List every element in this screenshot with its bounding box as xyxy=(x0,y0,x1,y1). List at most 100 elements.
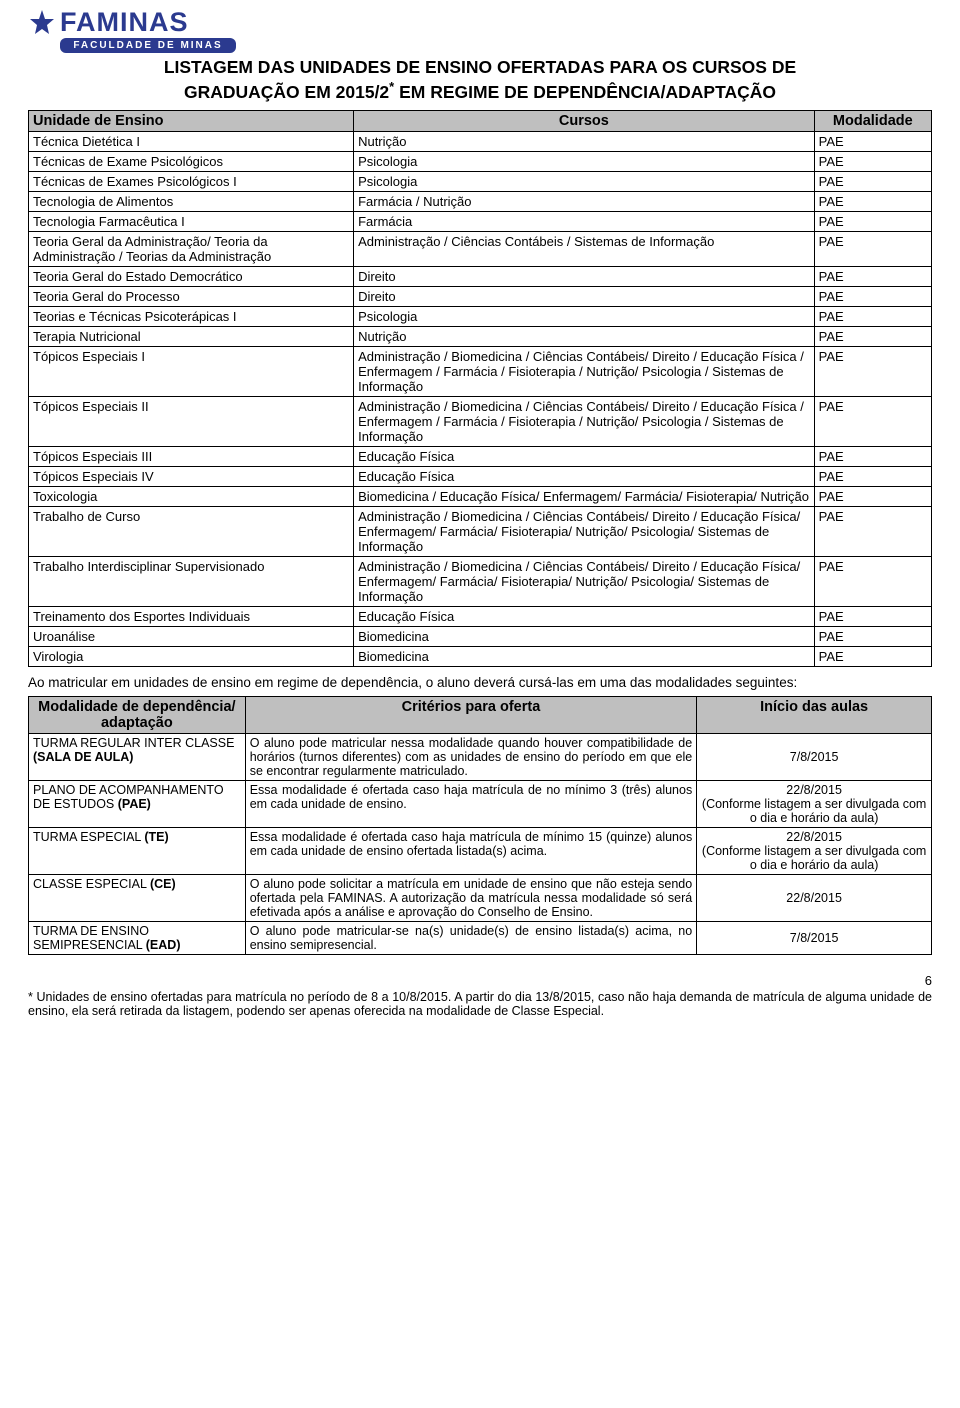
logo-top: FAMINAS xyxy=(28,8,238,36)
modality-cell: PAE xyxy=(814,306,931,326)
start-date-cell: 22/8/2015 xyxy=(697,874,932,921)
criteria-cell: Essa modalidade é ofertada caso haja mat… xyxy=(245,827,697,874)
modality-name-cell: PLANO DE ACOMPANHAMENTO DE ESTUDOS (PAE) xyxy=(29,780,246,827)
modality-cell: PAE xyxy=(814,506,931,556)
page-number: 6 xyxy=(28,973,932,988)
table-row: Técnicas de Exames Psicológicos IPsicolo… xyxy=(29,171,932,191)
modality-cell: PAE xyxy=(814,396,931,446)
modalities-table: Modalidade de dependência/ adaptação Cri… xyxy=(28,696,932,955)
table-row: CLASSE ESPECIAL (CE)O aluno pode solicit… xyxy=(29,874,932,921)
courses-cell: Administração / Biomedicina / Ciências C… xyxy=(354,506,815,556)
modality-cell: PAE xyxy=(814,191,931,211)
courses-cell: Nutrição xyxy=(354,131,815,151)
start-date-cell: 7/8/2015 xyxy=(697,921,932,954)
modalities-header-modalidade: Modalidade de dependência/ adaptação xyxy=(29,696,246,733)
table-row: Tópicos Especiais IIAdministração / Biom… xyxy=(29,396,932,446)
table-row: UroanáliseBiomedicinaPAE xyxy=(29,626,932,646)
table-row: Tópicos Especiais IAdministração / Biome… xyxy=(29,346,932,396)
unit-cell: Toxicologia xyxy=(29,486,354,506)
criteria-cell: O aluno pode matricular nessa modalidade… xyxy=(245,733,697,780)
logo: FAMINAS FACULDADE DE MINAS xyxy=(28,8,238,53)
modality-cell: PAE xyxy=(814,346,931,396)
courses-cell: Psicologia xyxy=(354,171,815,191)
units-table: Unidade de Ensino Cursos Modalidade Técn… xyxy=(28,110,932,667)
modality-name-cell: TURMA REGULAR INTER CLASSE (SALA DE AULA… xyxy=(29,733,246,780)
unit-cell: Tópicos Especiais IV xyxy=(29,466,354,486)
unit-cell: Tópicos Especiais II xyxy=(29,396,354,446)
title-line-2b: EM REGIME DE DEPENDÊNCIA/ADAPTAÇÃO xyxy=(394,82,776,102)
table-row: Terapia NutricionalNutriçãoPAE xyxy=(29,326,932,346)
modality-cell: PAE xyxy=(814,326,931,346)
table-row: Treinamento dos Esportes IndividuaisEduc… xyxy=(29,606,932,626)
table-row: Teoria Geral do ProcessoDireitoPAE xyxy=(29,286,932,306)
modality-cell: PAE xyxy=(814,286,931,306)
unit-cell: Treinamento dos Esportes Individuais xyxy=(29,606,354,626)
courses-cell: Psicologia xyxy=(354,306,815,326)
units-header-cursos: Cursos xyxy=(354,110,815,131)
table-row: Tópicos Especiais IVEducação FísicaPAE xyxy=(29,466,932,486)
courses-cell: Administração / Biomedicina / Ciências C… xyxy=(354,346,815,396)
modality-cell: PAE xyxy=(814,646,931,666)
units-header-unidade: Unidade de Ensino xyxy=(29,110,354,131)
units-header-modalidade: Modalidade xyxy=(814,110,931,131)
table-row: Técnicas de Exame PsicológicosPsicologia… xyxy=(29,151,932,171)
unit-cell: Teoria Geral do Processo xyxy=(29,286,354,306)
unit-cell: Teoria Geral da Administração/ Teoria da… xyxy=(29,231,354,266)
unit-cell: Uroanálise xyxy=(29,626,354,646)
modality-cell: PAE xyxy=(814,266,931,286)
modality-name-cell: TURMA ESPECIAL (TE) xyxy=(29,827,246,874)
table-row: PLANO DE ACOMPANHAMENTO DE ESTUDOS (PAE)… xyxy=(29,780,932,827)
title-line-2a: GRADUAÇÃO EM 2015/2 xyxy=(184,82,389,102)
courses-cell: Administração / Biomedicina / Ciências C… xyxy=(354,396,815,446)
criteria-cell: Essa modalidade é ofertada caso haja mat… xyxy=(245,780,697,827)
modality-cell: PAE xyxy=(814,606,931,626)
courses-cell: Educação Física xyxy=(354,466,815,486)
table-row: Tópicos Especiais IIIEducação FísicaPAE xyxy=(29,446,932,466)
table-row: Tecnologia Farmacêutica IFarmáciaPAE xyxy=(29,211,932,231)
modality-name-cell: CLASSE ESPECIAL (CE) xyxy=(29,874,246,921)
title-line-1: LISTAGEM DAS UNIDADES DE ENSINO OFERTADA… xyxy=(164,57,796,77)
footnote: * Unidades de ensino ofertadas para matr… xyxy=(28,990,932,1018)
start-date-cell: 22/8/2015(Conforme listagem a ser divulg… xyxy=(697,827,932,874)
modality-cell: PAE xyxy=(814,231,931,266)
logo-name: FAMINAS xyxy=(60,9,189,36)
table-row: Teoria Geral da Administração/ Teoria da… xyxy=(29,231,932,266)
unit-cell: Trabalho Interdisciplinar Supervisionado xyxy=(29,556,354,606)
logo-mark-icon xyxy=(28,8,56,36)
unit-cell: Tecnologia Farmacêutica I xyxy=(29,211,354,231)
modalities-header-criterios: Critérios para oferta xyxy=(245,696,697,733)
courses-cell: Direito xyxy=(354,286,815,306)
courses-cell: Educação Física xyxy=(354,606,815,626)
unit-cell: Teoria Geral do Estado Democrático xyxy=(29,266,354,286)
courses-cell: Psicologia xyxy=(354,151,815,171)
modality-cell: PAE xyxy=(814,556,931,606)
courses-cell: Administração / Ciências Contábeis / Sis… xyxy=(354,231,815,266)
unit-cell: Técnicas de Exame Psicológicos xyxy=(29,151,354,171)
criteria-cell: O aluno pode solicitar a matrícula em un… xyxy=(245,874,697,921)
modality-cell: PAE xyxy=(814,211,931,231)
unit-cell: Teorias e Técnicas Psicoterápicas I xyxy=(29,306,354,326)
unit-cell: Terapia Nutricional xyxy=(29,326,354,346)
unit-cell: Tópicos Especiais I xyxy=(29,346,354,396)
modality-cell: PAE xyxy=(814,486,931,506)
modality-cell: PAE xyxy=(814,131,931,151)
table-row: TURMA REGULAR INTER CLASSE (SALA DE AULA… xyxy=(29,733,932,780)
modality-cell: PAE xyxy=(814,466,931,486)
unit-cell: Técnicas de Exames Psicológicos I xyxy=(29,171,354,191)
table-row: ToxicologiaBiomedicina / Educação Física… xyxy=(29,486,932,506)
table-row: Trabalho Interdisciplinar Supervisionado… xyxy=(29,556,932,606)
courses-cell: Administração / Biomedicina / Ciências C… xyxy=(354,556,815,606)
courses-cell: Direito xyxy=(354,266,815,286)
start-date-cell: 7/8/2015 xyxy=(697,733,932,780)
table-row: Trabalho de CursoAdministração / Biomedi… xyxy=(29,506,932,556)
table-row: TURMA ESPECIAL (TE)Essa modalidade é ofe… xyxy=(29,827,932,874)
modalities-header-inicio: Início das aulas xyxy=(697,696,932,733)
table-row: Tecnologia de AlimentosFarmácia / Nutriç… xyxy=(29,191,932,211)
modality-cell: PAE xyxy=(814,446,931,466)
unit-cell: Tópicos Especiais III xyxy=(29,446,354,466)
courses-cell: Farmácia / Nutrição xyxy=(354,191,815,211)
intro-paragraph: Ao matricular em unidades de ensino em r… xyxy=(28,675,932,690)
page-title: LISTAGEM DAS UNIDADES DE ENSINO OFERTADA… xyxy=(28,57,932,104)
criteria-cell: O aluno pode matricular-se na(s) unidade… xyxy=(245,921,697,954)
courses-cell: Biomedicina / Educação Física/ Enfermage… xyxy=(354,486,815,506)
